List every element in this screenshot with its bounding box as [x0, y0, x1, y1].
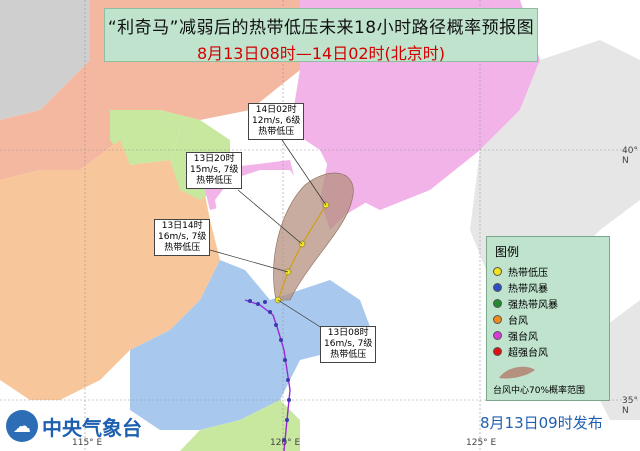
legend-item: 台风: [493, 311, 609, 327]
region-west: [0, 0, 90, 120]
issued-time: 8月13日09时发布: [480, 414, 603, 432]
label-category: 热带低压: [196, 176, 233, 186]
ty-dot-icon: [493, 314, 502, 324]
lon-tick: 120° E: [270, 438, 301, 448]
forecast-track: [277, 204, 327, 301]
label-wind: 15m/s, 7级: [190, 165, 239, 175]
lon-tick: 115° E: [72, 438, 103, 448]
region-shandong: [130, 260, 375, 430]
title-box: “利奇马”减弱后的热带低压未来18小时路径概率预报图 8月13日08时—14日0…: [104, 8, 538, 63]
map-title: “利奇马”减弱后的热带低压未来18小时路径概率预报图: [107, 18, 535, 38]
label-time: 14日02时: [255, 105, 297, 115]
legend-item: 强热带风暴: [493, 295, 609, 311]
label-time: 13日14时: [161, 221, 203, 231]
label-wind: 12m/s, 6级: [252, 116, 301, 126]
lat-tick: 40° N: [622, 146, 638, 166]
forecast-label-13-20: 13日20时 15m/s, 7级 热带低压: [186, 152, 243, 189]
legend-label: 超强台风: [508, 347, 548, 359]
region-beijing: [110, 110, 180, 165]
label-time: 13日20时: [193, 154, 235, 164]
legend: 图例 热带低压 热带风暴 强热带风暴 台风 强台风 超强台风 台风中心70%概率…: [486, 236, 610, 401]
legend-label: 台风: [508, 315, 528, 327]
probability-area-icon: [499, 366, 535, 379]
lon-tick: 125° E: [466, 438, 497, 448]
label-category: 热带低压: [258, 127, 295, 137]
sts-dot-icon: [493, 298, 502, 308]
forecast-label-13-14: 13日14时 16m/s, 7级 热带低压: [154, 219, 211, 256]
td-dot-icon: [493, 266, 502, 276]
legend-title: 图例: [495, 245, 520, 259]
legend-item: 热带风暴: [493, 279, 609, 295]
legend-item: 热带低压: [493, 263, 609, 279]
region-jiangsu: [180, 400, 300, 451]
cma-emblem-icon: ☁: [6, 410, 38, 442]
past-track-points: [248, 299, 291, 442]
forecast-label-13-08: 13日08时 16m/s, 7级 热带低压: [320, 326, 377, 363]
legend-label: 热带低压: [508, 267, 548, 279]
leader-lines: [209, 139, 327, 331]
super-ty-dot-icon: [493, 346, 502, 356]
legend-area-label: 台风中心70%概率范围: [493, 386, 586, 396]
legend-label: 强台风: [508, 331, 538, 343]
region-hebei: [0, 140, 220, 400]
probability-cone: [273, 172, 354, 301]
legend-item: 超强台风: [493, 343, 609, 359]
label-time: 13日08时: [327, 328, 369, 338]
forecast-label-14-02: 14日02时 12m/s, 6级 热带低压: [248, 103, 305, 140]
ts-dot-icon: [493, 282, 502, 292]
label-category: 热带低压: [164, 243, 201, 253]
legend-item: 强台风: [493, 327, 609, 343]
legend-label: 热带风暴: [508, 283, 548, 295]
label-category: 热带低压: [330, 350, 367, 360]
lat-tick: 35° N: [622, 396, 638, 416]
legend-label: 强热带风暴: [508, 299, 558, 311]
logo: ☁ 中央气象台: [6, 410, 142, 442]
logo-text: 中央气象台: [42, 415, 142, 440]
label-wind: 16m/s, 7级: [158, 232, 207, 242]
label-wind: 16m/s, 7级: [324, 339, 373, 349]
sty-dot-icon: [493, 330, 502, 340]
map-subtitle: 8月13日08时—14日02时(北京时): [196, 44, 446, 63]
